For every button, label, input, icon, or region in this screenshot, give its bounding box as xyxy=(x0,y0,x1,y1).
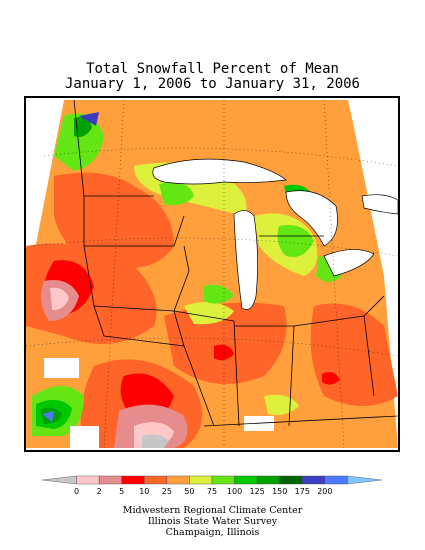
legend-swatch xyxy=(121,475,145,485)
legend-swatch xyxy=(256,475,280,485)
color-legend: 0 2 5 10 25 50 75 100 125 150 175 200 xyxy=(41,475,383,496)
legend-label: 150 xyxy=(272,487,287,496)
lake-superior xyxy=(152,158,287,185)
zone-75-wisconsin xyxy=(204,284,234,304)
legend-label: 175 xyxy=(295,487,310,496)
credit-line-2: Illinois State Water Survey xyxy=(147,516,278,527)
legend-swatch xyxy=(76,475,100,485)
map-title-line-2: January 1, 2006 to January 31, 2006 xyxy=(64,76,360,92)
legend-label: 125 xyxy=(250,487,265,496)
lake-huron xyxy=(285,190,338,247)
credit-line-1: Midwestern Regional Climate Center xyxy=(122,505,303,516)
zone-125-northwest xyxy=(74,117,92,137)
zone-0-missouri xyxy=(142,434,169,448)
legend-label: 25 xyxy=(162,487,172,496)
legend-swatch xyxy=(347,475,383,485)
zone-2-iowa xyxy=(50,287,69,311)
legend-swatch xyxy=(234,475,258,485)
blank-patch-2 xyxy=(70,426,99,448)
legend-swatch xyxy=(144,475,168,485)
zone-175-southwest xyxy=(42,411,54,422)
lake-michigan xyxy=(233,210,258,310)
zone-75-michigan xyxy=(277,225,314,257)
map-title-line-1: Total Snowfall Percent of Mean xyxy=(86,61,339,77)
legend-label: 200 xyxy=(317,487,332,496)
legend-label: 0 xyxy=(74,487,79,496)
legend-label: 5 xyxy=(119,487,124,496)
legend-swatch xyxy=(324,475,348,485)
legend-swatch xyxy=(98,475,122,485)
legend-label: 75 xyxy=(207,487,217,496)
zone-10-ohio xyxy=(322,372,340,385)
legend-swatch xyxy=(41,475,77,485)
legend-swatch xyxy=(211,475,235,485)
legend-swatch xyxy=(279,475,303,485)
lake-erie xyxy=(323,249,375,277)
legend-swatch xyxy=(189,475,213,485)
zone-75-superior xyxy=(159,182,194,205)
legend-swatch xyxy=(166,475,190,485)
legend-swatch xyxy=(302,475,326,485)
snowfall-map xyxy=(24,96,400,452)
snowfall-field xyxy=(26,100,398,448)
lake-ontario xyxy=(361,194,398,215)
state-borders xyxy=(73,99,399,427)
zone-150-northwest xyxy=(79,112,99,126)
blank-patch-1 xyxy=(44,358,79,378)
legend-label: 50 xyxy=(184,487,194,496)
legend-label: 100 xyxy=(227,487,242,496)
credit-line-3: Champaign, Illinois xyxy=(165,527,260,538)
graticule xyxy=(25,99,399,449)
legend-label: 2 xyxy=(97,487,102,496)
legend-label: 10 xyxy=(139,487,149,496)
